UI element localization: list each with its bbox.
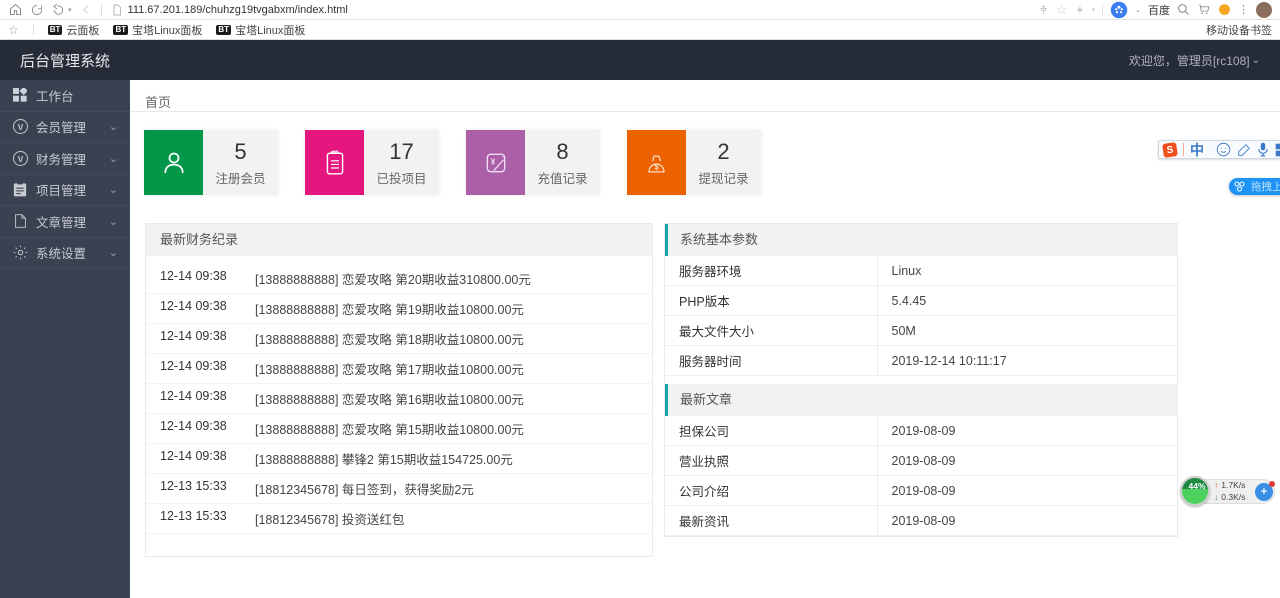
svg-text:V: V — [17, 155, 23, 164]
svg-text:$: $ — [654, 163, 659, 172]
svg-text:V: V — [17, 123, 23, 132]
svg-text:¥: ¥ — [490, 157, 495, 166]
